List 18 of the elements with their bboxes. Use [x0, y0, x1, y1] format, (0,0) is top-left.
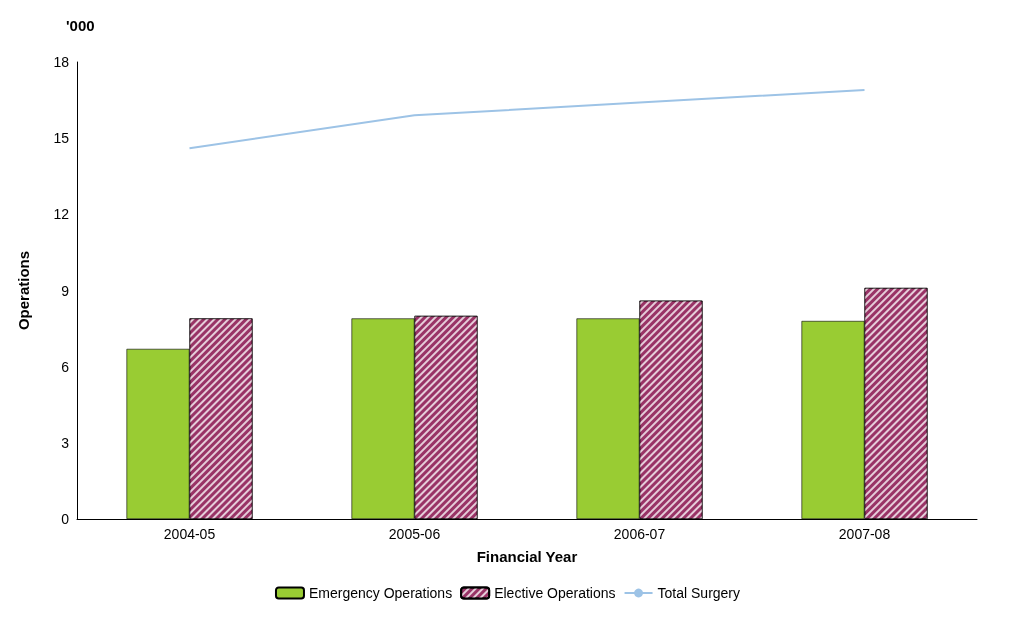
legend-label: Total Surgery [657, 585, 741, 601]
y-tick-label: 6 [61, 358, 70, 375]
x-tick-label: 2007-08 [838, 526, 891, 542]
text: '000 [66, 17, 95, 34]
y-tick-label: 15 [53, 130, 70, 147]
y-tick-label: 0 [61, 511, 70, 527]
x-axis-title: Financial Year [476, 548, 578, 565]
y-tick-label: 12 [53, 206, 70, 223]
line-series [188, 88, 866, 150]
y-tick-label: 18 [53, 54, 70, 70]
x-tick-label: 2005-06 [388, 526, 441, 542]
legend-label: Elective Operations [494, 585, 616, 601]
y-axis-title: Operations [15, 250, 32, 331]
x-tick-label: 2004-05 [163, 526, 216, 542]
legend-label: Emergency Operations [308, 585, 453, 601]
y-tick-label: 3 [61, 434, 70, 451]
x-tick-label: 2006-07 [613, 526, 666, 542]
y-tick-label: 9 [61, 282, 70, 299]
